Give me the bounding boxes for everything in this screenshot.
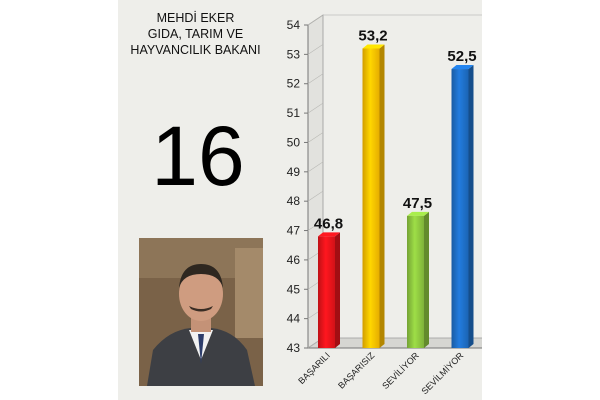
bar-3 — [407, 211, 429, 348]
bar-top — [451, 65, 474, 70]
bar-front — [362, 48, 380, 349]
y-tick-label: 47 — [287, 224, 301, 238]
title-line-position: HAYVANCILIK BAKANI — [130, 43, 261, 57]
value-label: 47,5 — [403, 195, 432, 212]
wall-gridline — [307, 161, 324, 173]
bar-4 — [451, 65, 474, 348]
y-tick-label: 46 — [287, 253, 301, 267]
category-label: SEVİLMİYOR — [419, 350, 465, 396]
value-label: 52,5 — [447, 48, 476, 65]
category-label: BAŞARILI — [296, 350, 332, 386]
bar-2 — [362, 44, 385, 349]
category-label: BAŞARISIZ — [336, 350, 377, 391]
y-tick-label: 44 — [287, 312, 301, 326]
y-tick-label: 48 — [287, 194, 301, 208]
bar-side — [335, 232, 340, 348]
bar-top — [407, 211, 429, 216]
title-line-name: MEHDİ EKER — [156, 11, 235, 25]
wall-gridline — [307, 73, 324, 84]
y-tick-label: 51 — [287, 106, 301, 120]
rank-number: 16 — [151, 109, 245, 203]
bar-front — [318, 236, 335, 348]
portrait-photo-icon — [139, 238, 263, 386]
wall-gridline — [307, 132, 324, 143]
y-tick-label: 50 — [287, 135, 301, 149]
y-tick-label: 43 — [287, 341, 301, 355]
bar-chart: 43 44 45 46 47 48 49 50 51 52 53 54 46,8 BAŞARILI 53,… — [287, 14, 482, 396]
value-label: 46,8 — [314, 215, 343, 232]
y-tick-label: 53 — [287, 47, 301, 61]
wall-gridline — [307, 44, 324, 55]
minister-title: MEHDİ EKER GIDA, TARIM VE HAYVANCILIK BA… — [118, 10, 273, 58]
wall-gridline — [307, 220, 324, 231]
bar-1 — [318, 232, 340, 348]
y-tick-label: 54 — [287, 18, 301, 32]
bar-top — [318, 232, 340, 237]
value-label: 53,2 — [358, 27, 387, 44]
wall-gridline — [307, 102, 324, 114]
y-tick-label: 45 — [287, 282, 301, 296]
title-line-ministry: GIDA, TARIM VE — [147, 27, 244, 41]
category-label: SEVİLİYOR — [380, 350, 421, 391]
bar-top — [362, 44, 385, 49]
wall-gridline — [307, 190, 324, 202]
bar-side — [468, 65, 474, 348]
y-tick-label: 52 — [287, 77, 301, 91]
bar-side — [379, 44, 385, 349]
wall-gridline — [307, 14, 324, 26]
bar-front — [451, 69, 469, 348]
bar-front — [407, 215, 424, 348]
bar-side — [424, 211, 429, 348]
y-tick-label: 49 — [287, 165, 301, 179]
